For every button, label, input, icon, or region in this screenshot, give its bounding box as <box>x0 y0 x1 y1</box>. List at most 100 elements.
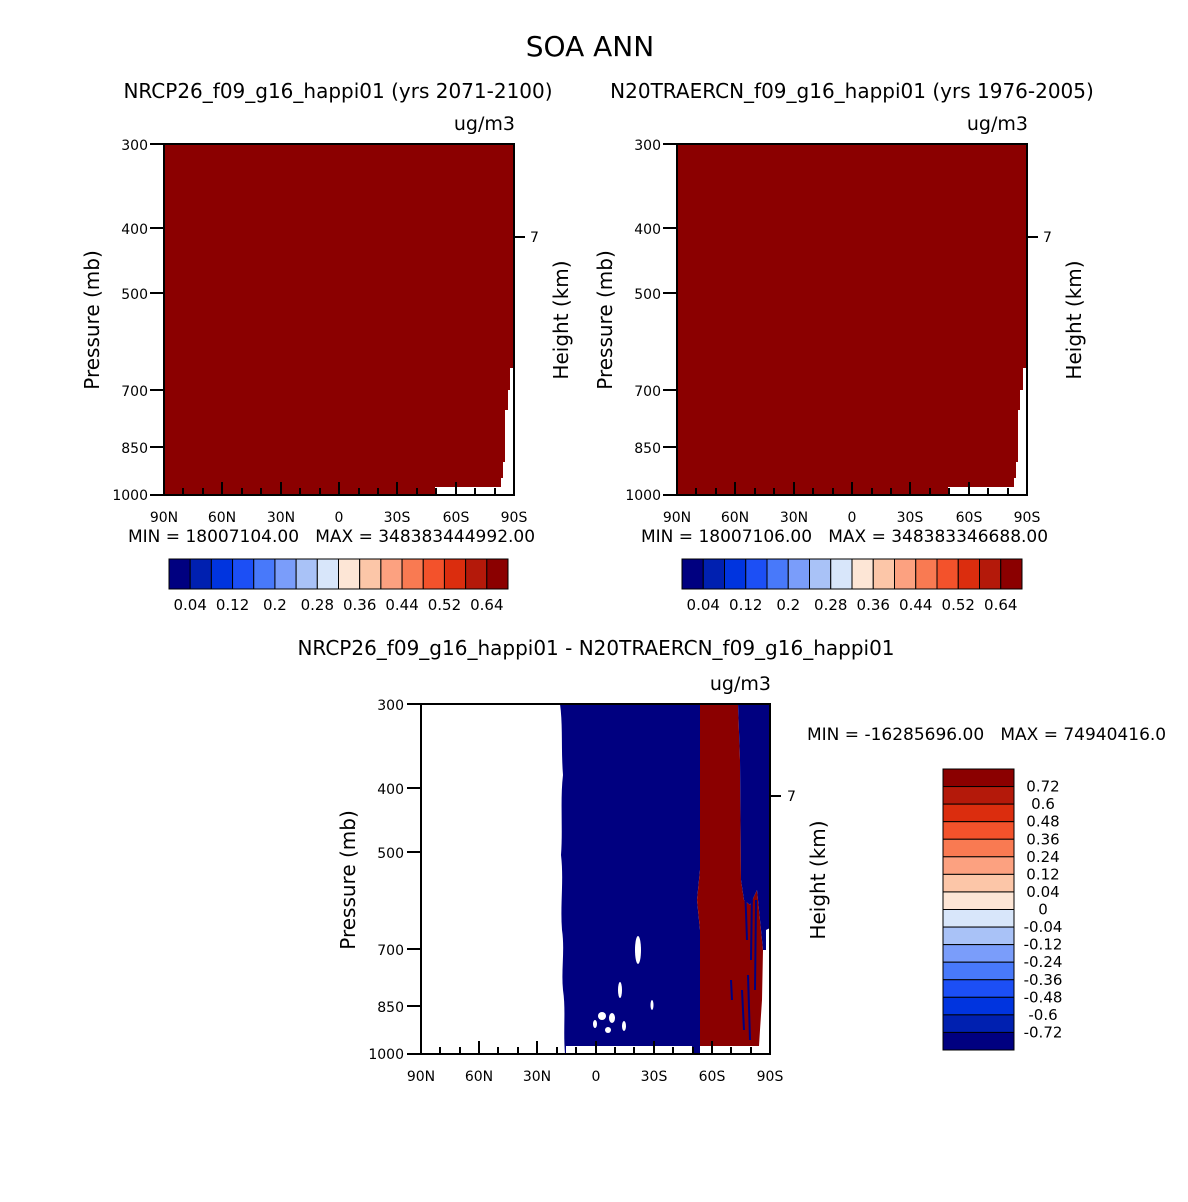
panel-left-plot <box>163 143 515 496</box>
colorbar-label: 0.12 <box>1026 865 1059 883</box>
x-tick-label: 30S <box>641 1069 668 1085</box>
panel-diff-streaks <box>730 884 757 1041</box>
colorbar-label: 0.04 <box>1026 883 1059 901</box>
panel-diff-spot <box>609 1013 615 1023</box>
colorbar-box <box>942 821 1015 840</box>
y-tick-label: 700 <box>377 943 404 959</box>
panel-diff-title: NRCP26_f09_g16_happi01 - N20TRAERCN_f09_… <box>297 636 894 660</box>
x-tick-label: 30S <box>384 510 411 526</box>
colorbar-box <box>942 961 1015 981</box>
colorbar-label: 0.64 <box>984 596 1017 614</box>
colorbar-box <box>168 558 191 590</box>
colorbar-label: 0.2 <box>263 596 287 614</box>
y-tick-label: 400 <box>121 222 148 238</box>
colorbar-box <box>915 558 938 590</box>
panel-diff-spot <box>650 1000 654 1010</box>
panel-right-right-axis: 7 Height (km) <box>1027 230 1086 380</box>
x-tick-label: 30S <box>897 510 924 526</box>
y-tick-label: 850 <box>121 441 148 457</box>
y-tick-label: 1000 <box>368 1047 404 1063</box>
colorbar-box <box>942 1014 1015 1033</box>
colorbar-box <box>1000 558 1023 590</box>
colorbar-label: -0.36 <box>1024 971 1063 989</box>
colorbar-box <box>942 926 1015 946</box>
panel-right-title: N20TRAERCN_f09_g16_happi01 (yrs 1976-200… <box>610 79 1094 103</box>
panel-right-stats: MIN = 18007106.00 MAX = 348383346688.00 <box>641 527 1048 547</box>
y-ticks <box>663 143 677 496</box>
colorbar-box <box>809 558 832 590</box>
panel-diff-right-axis: 7 Height (km) <box>770 789 830 940</box>
colorbar-box <box>253 558 276 590</box>
y-tick-label: 700 <box>634 384 661 400</box>
y-tick-label: 400 <box>377 782 404 798</box>
x-ticks <box>420 1041 771 1054</box>
y-ticks <box>150 143 164 496</box>
panel-right-field <box>677 144 1027 495</box>
panel-diff-ylabel: Pressure (mb) <box>336 810 360 950</box>
panel-diff-yaxis: 300 400 500 700 850 1000 Pressure (mb) <box>336 698 421 1063</box>
colorbar-label: 0.24 <box>1026 848 1059 866</box>
x-tick-label: 60S <box>699 1069 726 1085</box>
panel-diff-red-region <box>697 704 763 1046</box>
x-tick-label: 30N <box>267 510 295 526</box>
colorbar-box <box>872 558 895 590</box>
colorbar-box <box>380 558 403 590</box>
colorbar-box <box>401 558 424 590</box>
panel-left-field <box>164 144 514 495</box>
colorbar-label: 0.52 <box>942 596 975 614</box>
panel-left-right-axis: 7 Height (km) <box>514 230 573 380</box>
colorbar-label: 0.36 <box>1026 830 1059 848</box>
colorbar-box <box>942 838 1015 858</box>
x-tick-label: 60N <box>208 510 236 526</box>
colorbar-label: 0.64 <box>470 596 503 614</box>
x-tick-label: 0 <box>848 510 857 526</box>
panel-diff-plot <box>420 703 771 1055</box>
panel-left-colorbar: 0.04 0.12 0.2 0.28 0.36 0.44 0.52 0.64 <box>168 558 509 614</box>
colorbar-box <box>359 558 382 590</box>
colorbar-label: 0.52 <box>428 596 461 614</box>
x-tick-label: 0 <box>592 1069 601 1085</box>
y-tick-label: 850 <box>377 1000 404 1016</box>
colorbar-box <box>422 558 445 590</box>
colorbar-box <box>942 909 1015 928</box>
colorbar-box <box>979 558 1002 590</box>
panel-left-xaxis: 90N 60N 30N 0 30S 60S 90S <box>150 482 528 526</box>
colorbar-box <box>189 558 212 590</box>
panel-diff-ylabel-right: Height (km) <box>806 820 830 939</box>
colorbar-label: -0.04 <box>1024 918 1063 936</box>
panel-right-units: ug/m3 <box>967 113 1028 135</box>
panel-right-xaxis: 90N 60N 30N 0 30S 60S 90S <box>663 482 1041 526</box>
y-tick-label: 500 <box>121 287 148 303</box>
colorbar-label: 0.6 <box>1031 795 1055 813</box>
panel-left-title: NRCP26_f09_g16_happi01 (yrs 2071-2100) <box>123 79 552 103</box>
colorbar-label: 0.44 <box>385 596 418 614</box>
colorbar-label: 0.12 <box>216 596 249 614</box>
colorbar-box <box>942 891 1015 910</box>
x-tick-label: 30N <box>523 1069 551 1085</box>
colorbar-box <box>702 558 725 590</box>
y-tick-label: 500 <box>634 287 661 303</box>
right-tick-label: 7 <box>1043 230 1052 246</box>
x-tick-label: 90N <box>663 510 691 526</box>
x-tick-label: 90S <box>501 510 528 526</box>
panel-right-missing-region <box>948 368 1027 495</box>
x-ticks <box>163 482 515 495</box>
panel-diff: NRCP26_f09_g16_happi01 - N20TRAERCN_f09_… <box>297 636 1166 1085</box>
colorbar-label: 0.04 <box>687 596 720 614</box>
colorbar-label: -0.48 <box>1024 988 1063 1006</box>
x-tick-label: 90S <box>1014 510 1041 526</box>
colorbar-box <box>724 558 747 590</box>
panel-diff-spot <box>593 1020 597 1028</box>
colorbar-label: 0.28 <box>301 596 334 614</box>
panel-left-yaxis: 300 400 500 700 850 1000 Pressure (mb) <box>80 138 164 504</box>
colorbar-label: 0.48 <box>1026 813 1059 831</box>
y-tick-label: 500 <box>377 846 404 862</box>
y-tick-label: 850 <box>634 441 661 457</box>
colorbar-label: 0 <box>1038 901 1048 919</box>
panel-diff-spot <box>635 936 641 964</box>
x-tick-label: 90N <box>150 510 178 526</box>
colorbar-box <box>936 558 959 590</box>
colorbar-box <box>942 996 1015 1016</box>
colorbar-box <box>942 786 1015 805</box>
